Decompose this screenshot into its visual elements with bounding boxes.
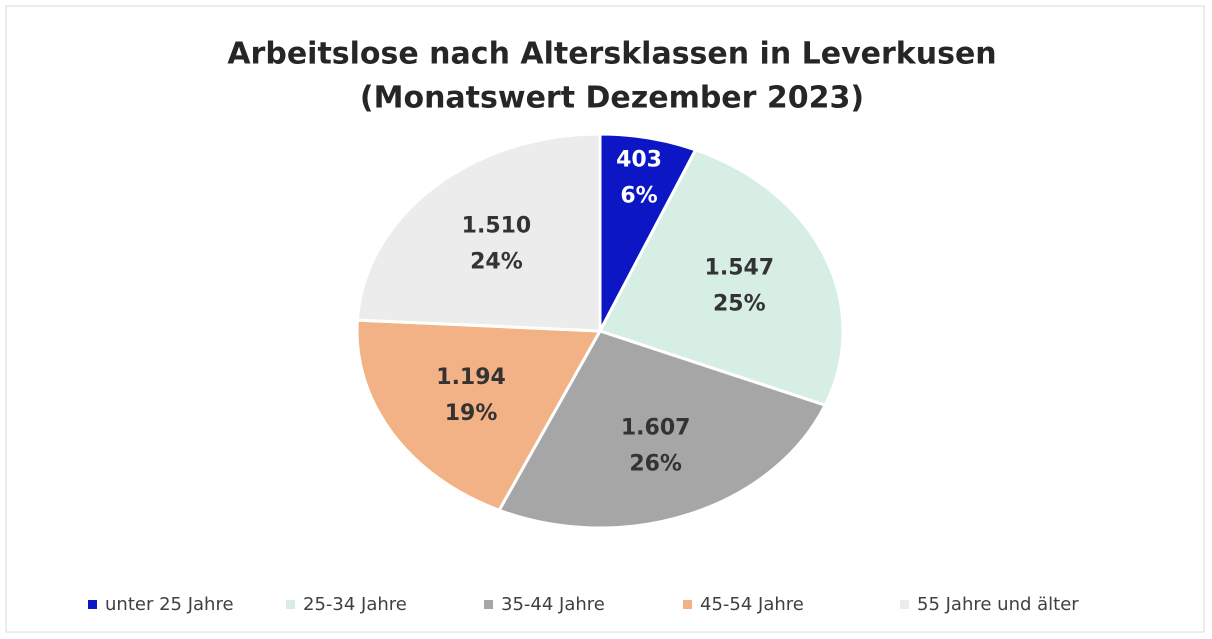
pie-slice — [355, 318, 603, 513]
pie-slice — [355, 132, 602, 333]
legend-marker — [683, 600, 692, 609]
percent-label: 19% — [445, 401, 498, 426]
legend-label: 35-44 Jahre — [501, 594, 605, 615]
pie-slice — [496, 329, 828, 530]
chart-title: Arbeitslose nach Altersklassen in Leverk… — [227, 37, 996, 72]
legend-label: unter 25 Jahre — [105, 594, 234, 615]
percent-label: 6% — [620, 184, 657, 209]
value-label: 403 — [616, 148, 662, 173]
percent-label: 25% — [713, 292, 766, 317]
legend-marker — [286, 600, 295, 609]
chart-title: (Monatswert Dezember 2023) — [360, 81, 864, 116]
pie-slice — [597, 148, 845, 408]
value-label: 1.194 — [436, 365, 506, 390]
legend-marker — [484, 600, 493, 609]
value-label: 1.607 — [621, 416, 691, 441]
legend-label: 25-34 Jahre — [303, 594, 407, 615]
legend-label: 45-54 Jahre — [700, 594, 804, 615]
value-label: 1.510 — [462, 213, 532, 238]
percent-label: 26% — [629, 452, 682, 477]
legend-label: 55 Jahre und älter — [917, 594, 1079, 615]
legend-marker — [900, 600, 909, 609]
legend-marker — [88, 600, 97, 609]
percent-label: 24% — [470, 249, 523, 274]
value-label: 1.547 — [705, 256, 775, 281]
